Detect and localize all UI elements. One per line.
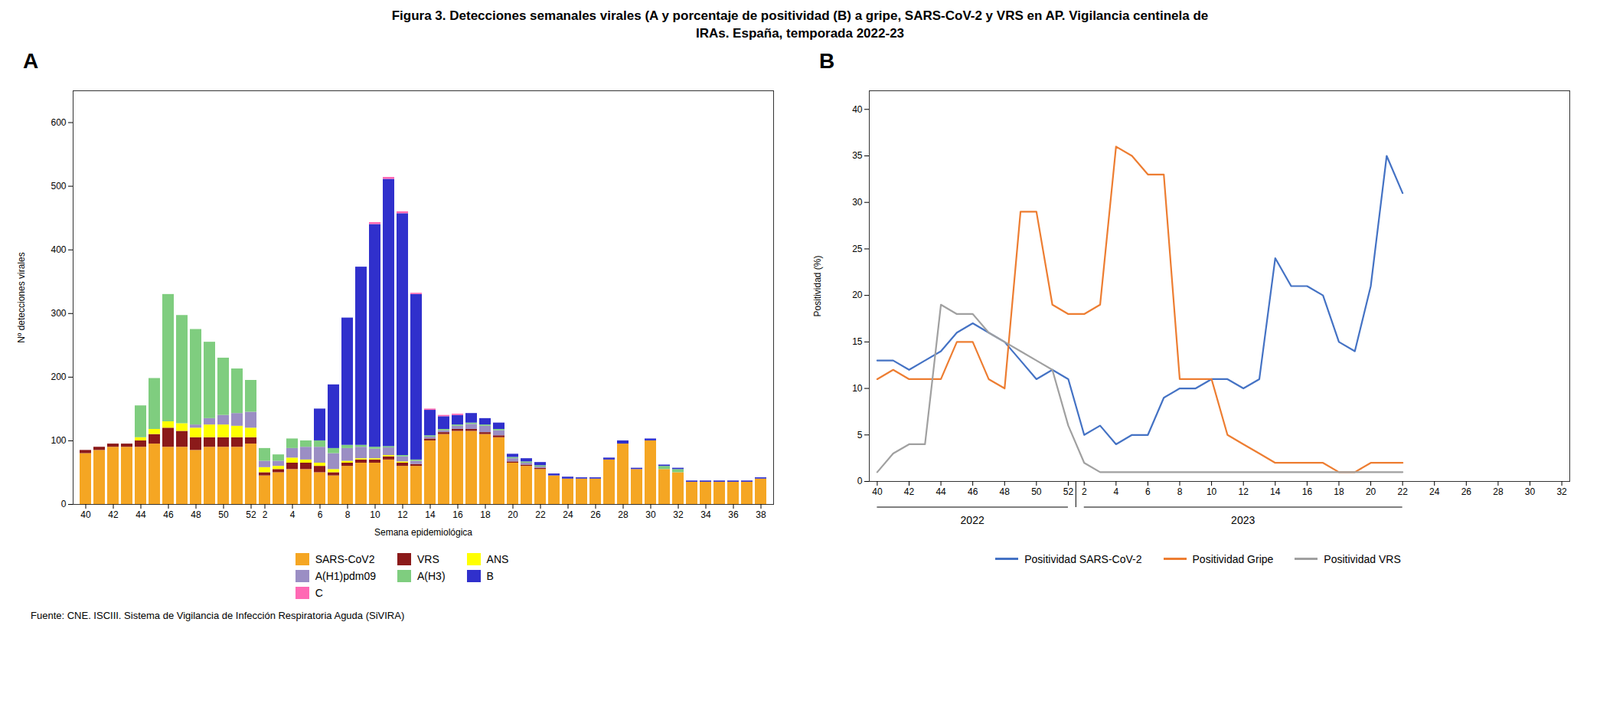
svg-text:300: 300 — [50, 307, 66, 319]
svg-text:25: 25 — [852, 243, 863, 255]
svg-text:Semana epidemiológica: Semana epidemiológica — [374, 525, 473, 537]
svg-text:500: 500 — [50, 180, 66, 192]
svg-text:6: 6 — [317, 509, 324, 520]
svg-text:30: 30 — [1524, 486, 1536, 497]
html-text:A(H3): A(H3) — [417, 569, 446, 582]
html-text:IRAs. España, temporada 2022-2: IRAs. España, temporada 2022-23 — [695, 25, 905, 41]
svg-text:4: 4 — [290, 509, 296, 520]
svg-text:34: 34 — [700, 509, 712, 520]
svg-text:30: 30 — [852, 196, 863, 208]
svg-text:22: 22 — [1397, 486, 1408, 497]
svg-text:16: 16 — [452, 509, 464, 520]
svg-text:0: 0 — [857, 475, 863, 487]
svg-text:5: 5 — [857, 429, 863, 441]
svg-text:32: 32 — [1556, 486, 1568, 497]
svg-text:26: 26 — [590, 509, 601, 520]
svg-text:200: 200 — [50, 371, 66, 383]
svg-text:2: 2 — [1081, 486, 1088, 497]
svg-text:52: 52 — [245, 509, 257, 520]
svg-text:Nº detecciones virales: Nº detecciones virales — [16, 251, 27, 343]
svg-text:22: 22 — [535, 509, 546, 520]
svg-text:400: 400 — [50, 244, 66, 255]
svg-text:14: 14 — [1270, 486, 1281, 497]
html-text:Positividad SARS-CoV-2: Positividad SARS-CoV-2 — [1024, 552, 1142, 565]
svg-text:40: 40 — [80, 509, 92, 520]
svg-text:6: 6 — [1145, 486, 1151, 497]
html-text:Fuente: CNE. ISCIII. Sistema d: Fuente: CNE. ISCIII. Sistema de Vigilanc… — [30, 609, 405, 621]
svg-text:40: 40 — [871, 486, 883, 497]
html-text:VRS: VRS — [417, 552, 440, 565]
svg-text:18: 18 — [480, 509, 491, 520]
svg-text:44: 44 — [935, 486, 947, 497]
html-text:A: A — [22, 48, 39, 73]
svg-text:28: 28 — [617, 509, 629, 520]
svg-text:100: 100 — [50, 434, 66, 446]
svg-text:2: 2 — [262, 509, 268, 520]
svg-text:50: 50 — [218, 509, 229, 520]
html-text:Positividad VRS: Positividad VRS — [1323, 552, 1401, 565]
svg-text:50: 50 — [1031, 486, 1042, 497]
html-text:A(H1)pdm09: A(H1)pdm09 — [315, 569, 376, 582]
svg-text:14: 14 — [424, 509, 436, 520]
svg-text:15: 15 — [852, 336, 863, 347]
svg-text:40: 40 — [852, 104, 863, 115]
svg-text:12: 12 — [1238, 486, 1250, 497]
svg-text:46: 46 — [163, 509, 174, 520]
html-text:B: B — [819, 48, 835, 73]
svg-text:42: 42 — [107, 509, 119, 520]
svg-text:8: 8 — [1177, 486, 1183, 497]
svg-text:36: 36 — [728, 509, 739, 520]
svg-text:52: 52 — [1063, 486, 1075, 497]
svg-text:4: 4 — [1113, 486, 1119, 497]
svg-text:2023: 2023 — [1231, 513, 1255, 526]
html-text:Figura 3. Detecciones semanale: Figura 3. Detecciones semanales virales … — [391, 8, 1209, 23]
html-text:C: C — [315, 586, 323, 599]
svg-text:10: 10 — [369, 509, 381, 520]
svg-text:Positividad (%): Positividad (%) — [812, 254, 823, 317]
svg-text:2022: 2022 — [960, 513, 985, 526]
svg-text:28: 28 — [1492, 486, 1504, 497]
svg-text:12: 12 — [397, 509, 409, 520]
svg-text:44: 44 — [135, 509, 147, 520]
svg-text:24: 24 — [1429, 486, 1440, 497]
svg-text:42: 42 — [904, 486, 915, 497]
svg-text:20: 20 — [852, 289, 863, 301]
svg-text:30: 30 — [645, 509, 657, 520]
svg-text:20: 20 — [1365, 486, 1377, 497]
svg-text:16: 16 — [1302, 486, 1313, 497]
html-text:ANS: ANS — [486, 552, 509, 565]
svg-text:35: 35 — [852, 150, 863, 161]
svg-text:10: 10 — [852, 382, 863, 394]
html-text:SARS-CoV2: SARS-CoV2 — [315, 552, 375, 565]
svg-text:18: 18 — [1333, 486, 1345, 497]
svg-text:48: 48 — [999, 486, 1011, 497]
html-text:Positividad Gripe: Positividad Gripe — [1192, 552, 1274, 565]
svg-text:600: 600 — [50, 117, 66, 128]
svg-text:46: 46 — [967, 486, 979, 497]
svg-text:8: 8 — [345, 509, 351, 520]
svg-text:20: 20 — [507, 509, 519, 520]
svg-text:38: 38 — [755, 509, 767, 520]
svg-text:48: 48 — [190, 509, 202, 520]
svg-text:10: 10 — [1206, 486, 1218, 497]
svg-text:32: 32 — [672, 509, 684, 520]
svg-text:26: 26 — [1461, 486, 1473, 497]
html-text:B: B — [486, 569, 494, 582]
svg-text:24: 24 — [562, 509, 574, 520]
svg-text:0: 0 — [61, 498, 67, 510]
